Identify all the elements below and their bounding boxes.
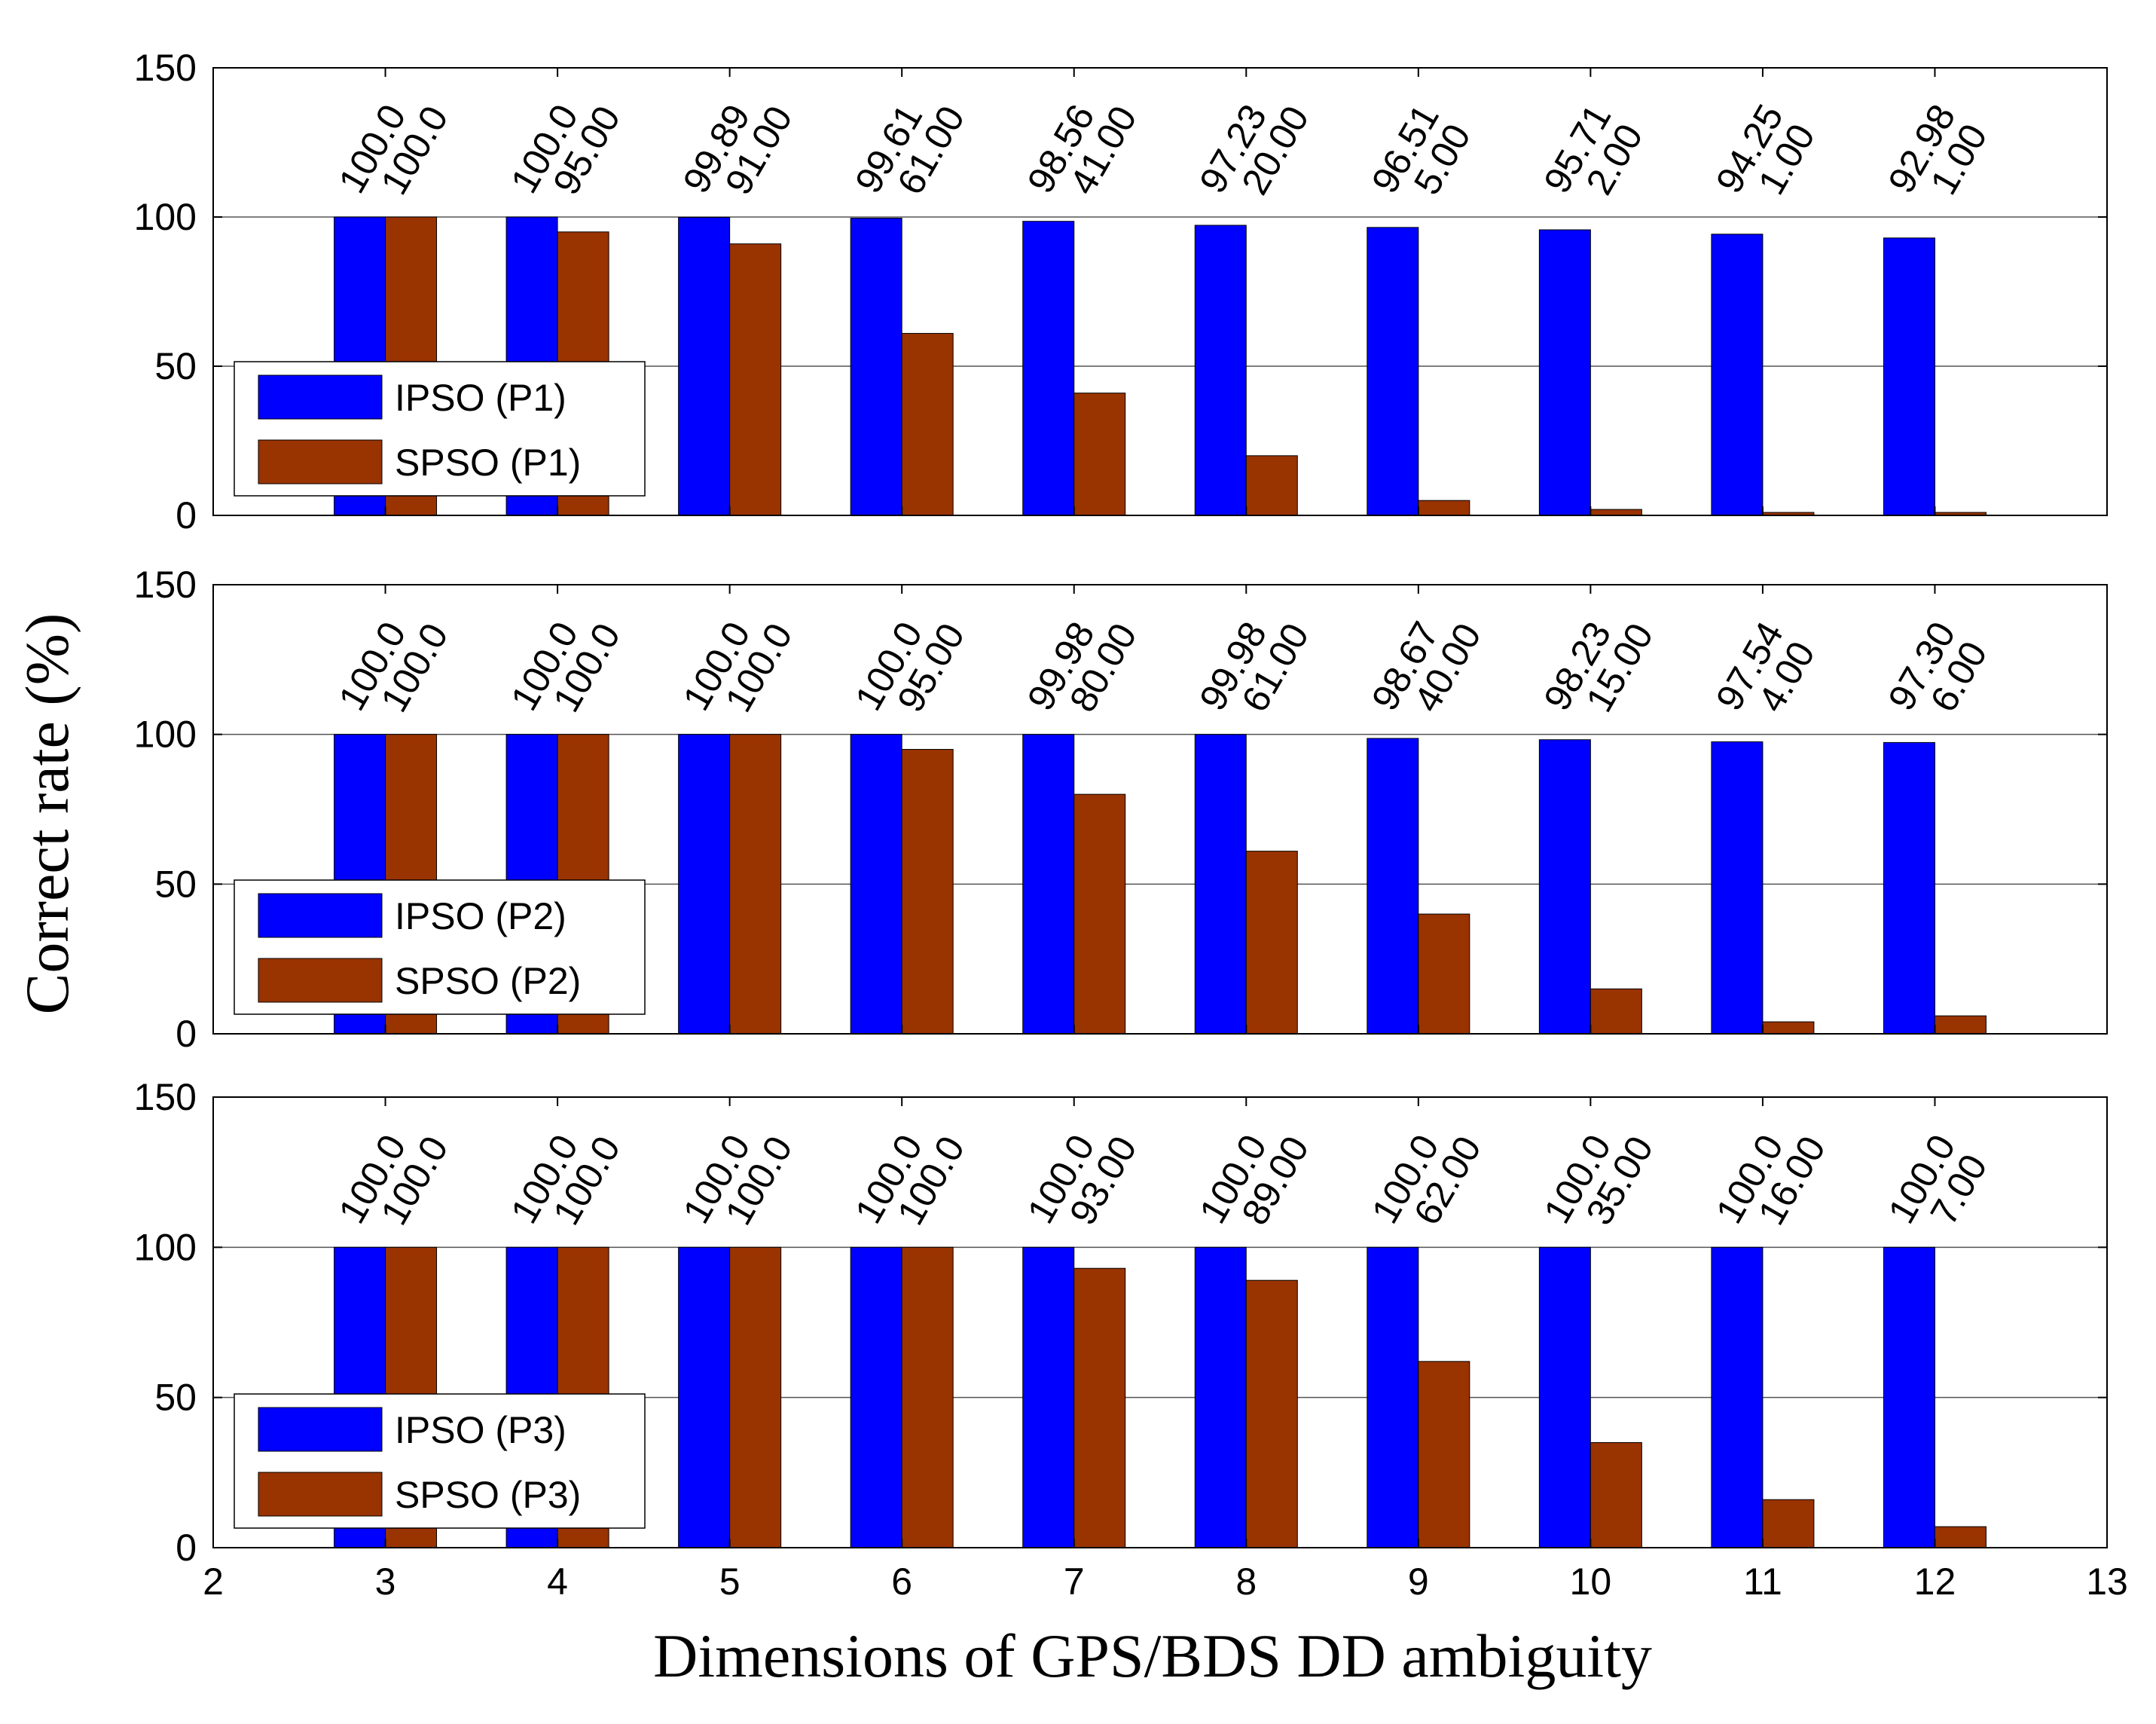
bar-spso-p2-11 bbox=[1762, 1021, 1815, 1035]
y-tick-label: 150 bbox=[134, 1076, 197, 1118]
bar-spso-p2-7 bbox=[1073, 793, 1126, 1035]
bar-ipso-p2-10 bbox=[1538, 739, 1591, 1035]
x-tick-label: 6 bbox=[891, 1560, 912, 1603]
bar-ipso-p3-11 bbox=[1711, 1246, 1764, 1548]
legend-label: IPSO (P1) bbox=[395, 377, 566, 419]
y-tick-label: 50 bbox=[154, 345, 197, 387]
y-tick-label: 50 bbox=[154, 1377, 197, 1419]
bar-spso-p1-8 bbox=[1245, 455, 1298, 516]
x-tick-label: 2 bbox=[203, 1560, 224, 1603]
bar-ipso-p2-8 bbox=[1194, 734, 1247, 1035]
bar-spso-p3-8 bbox=[1245, 1279, 1298, 1548]
bar-spso-p3-12 bbox=[1934, 1526, 1987, 1548]
x-tick-label: 3 bbox=[375, 1560, 396, 1603]
bar-spso-p3-9 bbox=[1418, 1361, 1470, 1548]
bar-spso-p3-10 bbox=[1590, 1441, 1642, 1548]
y-tick-label: 150 bbox=[134, 47, 197, 89]
bar-ipso-p2-5 bbox=[678, 734, 731, 1035]
bar-ipso-p3-7 bbox=[1022, 1246, 1075, 1548]
bar-spso-p1-9 bbox=[1418, 500, 1470, 516]
y-tick-label: 100 bbox=[134, 714, 197, 756]
bar-spso-p3-7 bbox=[1073, 1267, 1126, 1548]
y-tick-label: 0 bbox=[176, 494, 197, 536]
legend-label: SPSO (P1) bbox=[395, 442, 581, 484]
bar-ipso-p3-10 bbox=[1538, 1246, 1591, 1548]
x-tick-label: 5 bbox=[719, 1560, 741, 1603]
bar-ipso-p3-6 bbox=[850, 1246, 902, 1548]
bar-spso-p2-8 bbox=[1245, 851, 1298, 1035]
y-tick-label: 0 bbox=[176, 1527, 197, 1569]
bar-ipso-p2-9 bbox=[1367, 738, 1419, 1035]
y-axis-title: Correct rate (%) bbox=[13, 613, 81, 1015]
x-tick-label: 7 bbox=[1064, 1560, 1085, 1603]
x-tick-label: 4 bbox=[547, 1560, 568, 1603]
bar-spso-p3-5 bbox=[729, 1246, 782, 1548]
bar-spso-p2-12 bbox=[1934, 1015, 1987, 1035]
bar-ipso-p1-5 bbox=[678, 216, 731, 516]
legend: IPSO (P3) SPSO (P3) bbox=[234, 1393, 646, 1529]
y-tick-label: 0 bbox=[176, 1013, 197, 1055]
x-tick-label: 9 bbox=[1408, 1560, 1429, 1603]
y-tick-label: 100 bbox=[134, 196, 197, 238]
x-tick-label: 11 bbox=[1743, 1560, 1782, 1603]
bar-ipso-p2-7 bbox=[1022, 734, 1075, 1035]
legend-swatch bbox=[258, 958, 383, 1003]
bar-ipso-p3-9 bbox=[1367, 1246, 1419, 1548]
legend-swatch bbox=[258, 439, 383, 484]
legend-swatch bbox=[258, 1472, 383, 1517]
y-tick-label: 100 bbox=[134, 1226, 197, 1268]
x-axis-title: Dimensions of GPS/BDS DD ambiguity bbox=[653, 1622, 1652, 1690]
x-tick-label: 13 bbox=[2086, 1560, 2128, 1603]
x-tick-label: 12 bbox=[1914, 1560, 1956, 1603]
bar-ipso-p1-12 bbox=[1883, 237, 1935, 516]
bar-spso-p2-9 bbox=[1418, 913, 1470, 1035]
bar-spso-p3-6 bbox=[901, 1246, 954, 1548]
bar-ipso-p1-9 bbox=[1367, 227, 1419, 516]
bar-ipso-p1-8 bbox=[1194, 225, 1247, 516]
legend-label: SPSO (P2) bbox=[395, 960, 581, 1002]
bar-ipso-p2-11 bbox=[1711, 741, 1764, 1035]
legend-swatch bbox=[258, 374, 383, 420]
bar-ipso-p3-8 bbox=[1194, 1246, 1247, 1548]
plot-frame bbox=[212, 584, 2108, 1035]
bar-ipso-p1-11 bbox=[1711, 234, 1764, 516]
bar-ipso-p1-10 bbox=[1538, 229, 1591, 516]
y-tick-label: 150 bbox=[134, 564, 197, 606]
x-tick-label: 10 bbox=[1570, 1560, 1612, 1603]
plot-frame bbox=[212, 67, 2108, 516]
bar-ipso-p3-12 bbox=[1883, 1246, 1935, 1548]
legend: IPSO (P1) SPSO (P1) bbox=[234, 361, 646, 497]
bar-spso-p2-6 bbox=[901, 749, 954, 1035]
bar-ipso-p2-12 bbox=[1883, 741, 1935, 1035]
legend-label: IPSO (P3) bbox=[395, 1409, 566, 1451]
bar-spso-p1-5 bbox=[729, 243, 782, 516]
legend-label: SPSO (P3) bbox=[395, 1474, 581, 1516]
bar-ipso-p2-6 bbox=[850, 734, 902, 1035]
legend-swatch bbox=[258, 1407, 383, 1452]
bar-spso-p1-6 bbox=[901, 332, 954, 516]
legend-label: IPSO (P2) bbox=[395, 895, 566, 937]
legend: IPSO (P2) SPSO (P2) bbox=[234, 879, 646, 1015]
bar-spso-p3-11 bbox=[1762, 1499, 1815, 1548]
plot-frame bbox=[212, 1096, 2108, 1548]
bar-spso-p1-7 bbox=[1073, 393, 1126, 516]
bar-spso-p2-5 bbox=[729, 734, 782, 1035]
legend-swatch bbox=[258, 893, 383, 938]
bar-spso-p2-10 bbox=[1590, 988, 1642, 1035]
bar-spso-p1-10 bbox=[1590, 509, 1642, 516]
x-tick-label: 8 bbox=[1235, 1560, 1257, 1603]
bar-ipso-p3-5 bbox=[678, 1246, 731, 1548]
bar-ipso-p1-7 bbox=[1022, 221, 1075, 516]
bar-ipso-p1-6 bbox=[850, 218, 902, 516]
y-tick-label: 50 bbox=[154, 863, 197, 905]
